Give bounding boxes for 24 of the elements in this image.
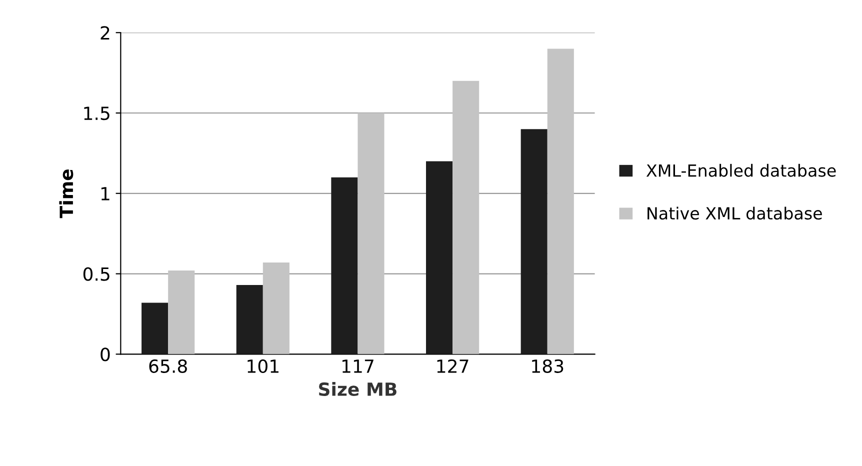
y-axis-title: Time	[59, 169, 74, 218]
x-tick-label: 65.8	[149, 359, 187, 373]
y-tick-label: 1	[101, 187, 110, 200]
bar	[520, 129, 548, 354]
bar	[262, 262, 290, 354]
bar	[358, 113, 384, 354]
legend-label: XML-Enabled database	[646, 164, 836, 177]
x-tick-label: 101	[248, 359, 278, 373]
bar	[547, 48, 574, 354]
bar	[142, 302, 168, 354]
x-tick-label: 117	[342, 360, 374, 373]
bar	[426, 161, 453, 354]
x-tick-label: 127	[437, 359, 468, 373]
bar	[452, 80, 480, 354]
y-tick-label: 0	[100, 348, 110, 362]
bar	[331, 177, 358, 354]
x-axis-title: Size MB	[319, 382, 396, 396]
y-tick-label: 0.5	[83, 267, 110, 281]
x-tick-label: 183	[532, 359, 564, 373]
bar	[168, 270, 195, 354]
y-tick-label: 1.5	[84, 106, 110, 120]
bar	[236, 285, 263, 354]
legend-label: Native XML database	[648, 206, 822, 220]
y-tick-label: 2	[100, 26, 110, 40]
